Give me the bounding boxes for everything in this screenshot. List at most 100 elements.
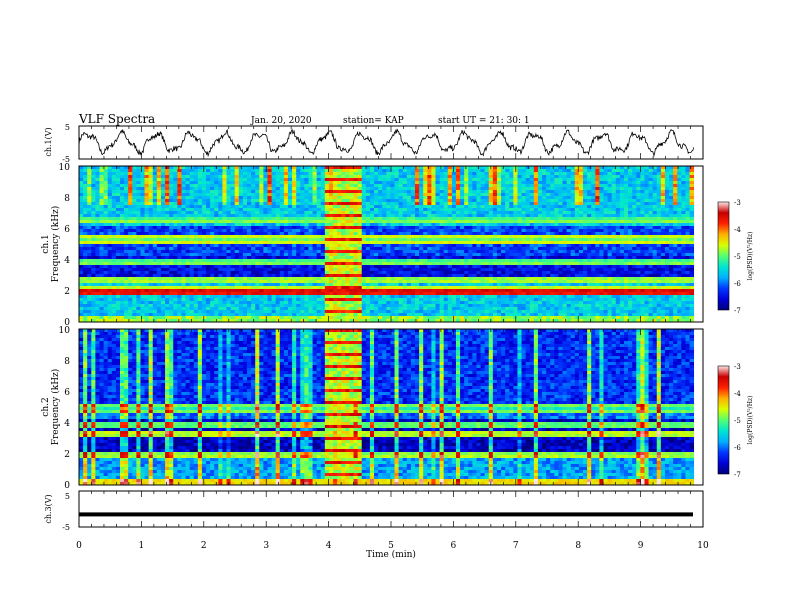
- spectrogram-cell: [615, 214, 621, 218]
- spectrogram-cell: [476, 193, 481, 197]
- spectrogram-cell: [394, 217, 400, 221]
- spectrogram-cell: [91, 178, 96, 182]
- spectrogram-cell: [562, 196, 568, 200]
- spectrogram-cell: [234, 262, 240, 266]
- spectrogram-cell: [583, 226, 588, 230]
- spectrogram-cell: [165, 226, 170, 230]
- spectrogram-cell: [333, 211, 338, 215]
- spectrogram-cell: [558, 169, 563, 173]
- spectrogram-cell: [660, 208, 666, 212]
- spectrogram-cell: [349, 193, 354, 197]
- spectrogram-cell: [685, 175, 690, 179]
- spectrogram-cell: [599, 232, 604, 236]
- spectrogram-cell: [578, 226, 584, 230]
- spectrogram-cell: [648, 238, 654, 242]
- spectrogram-cell: [455, 202, 461, 206]
- spectrogram-cell: [460, 256, 465, 260]
- spectrogram-cell: [87, 262, 92, 266]
- spectrogram-cell: [468, 193, 473, 197]
- spectrogram-cell: [103, 256, 109, 260]
- spectrogram-cell: [677, 235, 682, 239]
- spectrogram-cell: [279, 262, 285, 266]
- spectrogram-cell: [476, 223, 481, 227]
- spectrogram-cell: [173, 181, 178, 185]
- spectrogram-cell: [132, 208, 137, 212]
- spectrogram-cell: [189, 175, 195, 179]
- spectrogram-cell: [238, 190, 244, 194]
- spectrogram-cell: [570, 223, 576, 227]
- spectrogram-cell: [374, 262, 379, 266]
- spectrogram-cell: [210, 181, 215, 185]
- spectrogram-cell: [517, 256, 522, 260]
- spectrogram-cell: [165, 244, 170, 248]
- spectrogram-cell: [558, 226, 563, 230]
- spectrogram-cell: [165, 193, 170, 197]
- spectrogram-cell: [156, 205, 162, 209]
- ch1-waveform-line: [78, 128, 694, 158]
- spectrogram-cell: [267, 214, 272, 218]
- spectrogram-cell: [324, 169, 330, 173]
- spectrogram-cell: [607, 175, 613, 179]
- spectrogram-cell: [95, 229, 100, 233]
- spectrogram-cell: [136, 217, 141, 221]
- spectrogram-cell: [242, 262, 248, 266]
- spectrogram-cell: [406, 235, 412, 239]
- spectrogram-cell: [312, 208, 318, 212]
- spectrogram-cell: [439, 220, 445, 224]
- spectrogram-cell: [300, 181, 305, 185]
- spectrogram-cell: [111, 223, 117, 227]
- spectrogram-cell: [517, 238, 522, 242]
- spectrogram-cell: [128, 211, 133, 215]
- spectrogram-cell: [361, 172, 367, 176]
- spectrogram-cell: [144, 244, 150, 248]
- spectrogram-cell: [566, 229, 572, 233]
- spectrogram-cell: [242, 226, 248, 230]
- spectrogram-cell: [341, 223, 346, 227]
- spectrogram-cell: [210, 217, 215, 221]
- spectrogram-cell: [673, 211, 678, 215]
- spectrogram-cell: [603, 169, 608, 173]
- spectrogram-cell: [267, 232, 272, 236]
- spectrogram-cell: [394, 193, 400, 197]
- spectrogram-cell: [501, 214, 506, 218]
- spectrogram-cell: [242, 247, 248, 251]
- spectrogram-cell: [410, 214, 416, 218]
- spectrogram-cell: [468, 247, 473, 251]
- spectrogram-cell: [628, 217, 633, 221]
- spectrogram-cell: [271, 262, 277, 266]
- spectrogram-cell: [361, 169, 367, 173]
- spectrogram-cell: [206, 223, 211, 227]
- spectrogram-cell: [431, 178, 436, 182]
- spectrogram-cell: [455, 262, 461, 266]
- spectrogram-cell: [320, 172, 326, 176]
- spectrogram-cell: [644, 202, 649, 206]
- spectrogram-cell: [267, 193, 272, 197]
- spectrogram-cell: [79, 265, 84, 269]
- spectrogram-cell: [357, 214, 363, 218]
- spectrogram-cell: [378, 223, 383, 227]
- spectrogram-cell: [177, 175, 182, 179]
- spectrogram-cell: [369, 241, 375, 245]
- spectrogram-cell: [402, 226, 408, 230]
- spectrogram-cell: [439, 229, 445, 233]
- spectrogram-cell: [107, 172, 113, 176]
- spectrogram-cell: [415, 214, 420, 218]
- spectrogram-cell: [341, 232, 346, 236]
- spectrogram-cell: [333, 175, 338, 179]
- spectrogram-cell: [214, 241, 219, 245]
- spectrogram-cell: [521, 262, 527, 266]
- spectrogram-cell: [177, 223, 182, 227]
- spectrogram-cell: [238, 172, 244, 176]
- spectrogram-cell: [673, 244, 678, 248]
- spectrogram-cell: [570, 205, 576, 209]
- spectrogram-cell: [402, 247, 408, 251]
- spectrogram-cell: [427, 256, 432, 260]
- spectrogram-cell: [669, 208, 674, 212]
- spectrogram-cell: [292, 241, 297, 245]
- spectrogram-cell: [115, 187, 121, 191]
- spectrogram-cell: [136, 241, 141, 245]
- spectrogram-cell: [152, 199, 158, 203]
- spectrogram-cell: [292, 235, 297, 239]
- spectrogram-cell: [251, 217, 256, 221]
- spectrogram-cell: [247, 226, 252, 230]
